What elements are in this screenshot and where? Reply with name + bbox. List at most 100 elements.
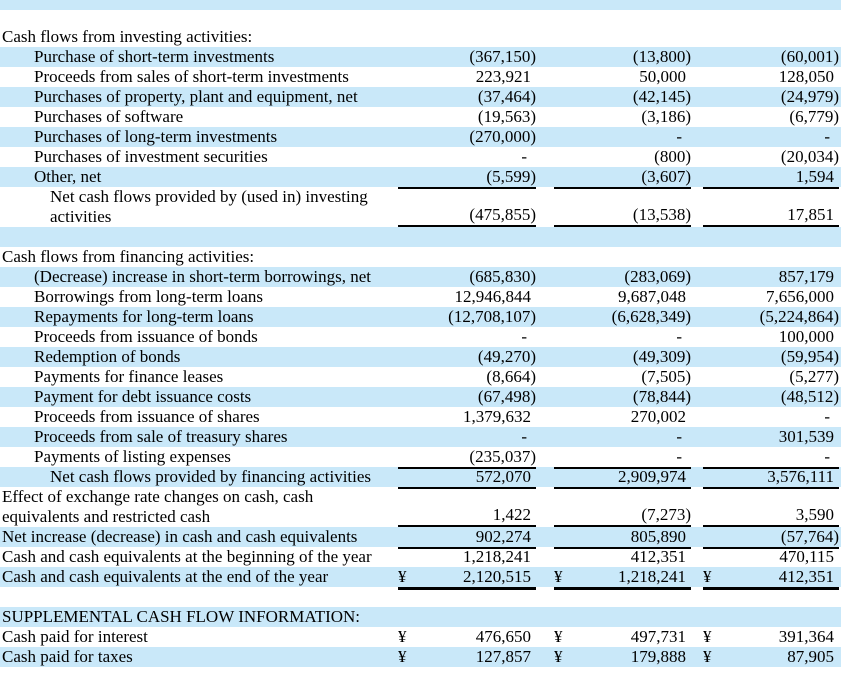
row-label: Cash paid for interest (2, 627, 148, 646)
row-label: Other, net (34, 167, 102, 186)
row-label: Purchase of short-term investments (34, 47, 275, 66)
row-label: Repayments for long-term loans (34, 307, 254, 326)
cell-value: (367,150) (469, 47, 536, 66)
row-value-col2 (554, 10, 691, 27)
row-value-col3: (48,512) (703, 387, 839, 407)
yen-currency-symbol: ¥ (398, 567, 407, 586)
yen-currency-symbol: ¥ (554, 647, 563, 666)
cell-value: (6,628,349) (611, 307, 691, 326)
table-row: Net increase (decrease) in cash and cash… (0, 527, 841, 549)
cell-value: 12,946,844 (454, 287, 532, 306)
cell-value: (49,309) (632, 347, 691, 366)
cell-value: 2,120,515 (463, 567, 531, 586)
cell-value: 17,851 (787, 205, 834, 224)
cell-value: 902,274 (475, 527, 531, 546)
row-label: Purchases of property, plant and equipme… (34, 87, 358, 106)
row-value-col2 (554, 27, 691, 47)
row-value-col2: ¥1,218,241 (554, 567, 691, 590)
cell-value: 7,656,000 (766, 287, 834, 306)
cell-value: - (676, 327, 682, 346)
row-value-col1: - (398, 427, 536, 447)
table-row: Purchases of software (19,563) (3,186) (6,7… (0, 107, 841, 127)
row-label: Net cash flows provided by (used in) inv… (50, 187, 368, 226)
row-value-col3 (703, 587, 839, 607)
cell-value: 50,000 (639, 67, 686, 86)
table-row: Cash paid for interest ¥476,650 ¥497,731 ¥3… (0, 627, 841, 647)
cell-value: - (521, 327, 527, 346)
row-value-col1: ¥2,120,515 (398, 567, 536, 590)
table-row (0, 10, 841, 27)
table-row: Purchases of long-term investments (270,0… (0, 127, 841, 147)
yen-currency-symbol: ¥ (398, 647, 407, 666)
row-value-col3: (6,779) (703, 107, 839, 127)
row-value-col3: 100,000 (703, 327, 839, 347)
row-value-col2: 412,351 (554, 547, 691, 567)
cell-value: 1,594 (795, 167, 834, 186)
row-value-col3 (703, 607, 839, 627)
table-row: Cash and cash equivalents at the beginni… (0, 547, 841, 567)
row-value-col1: 572,070 (398, 467, 536, 489)
row-value-col2 (554, 247, 691, 267)
cell-value: - (824, 127, 830, 146)
table-row: Cash flows from investing activities: (0, 27, 841, 47)
cell-value: (3,186) (641, 107, 691, 126)
row-value-col3: (20,034) (703, 147, 839, 167)
cell-value: 2,909,974 (618, 467, 686, 486)
table-row: Cash and cash equivalents at the end of … (0, 567, 841, 590)
row-value-col2: (800) (554, 147, 691, 167)
yen-currency-symbol: ¥ (703, 647, 712, 666)
row-value-col3: (5,224,864) (703, 307, 839, 327)
row-value-col2: - (554, 447, 691, 469)
row-value-col3 (703, 247, 839, 267)
row-label: Redemption of bonds (34, 347, 181, 366)
table-row (0, 587, 841, 607)
row-value-col2: (283,069) (554, 267, 691, 287)
table-row: Purchases of investment securities - (800)… (0, 147, 841, 167)
cell-value: (5,599) (486, 167, 536, 186)
cell-value: 301,539 (778, 427, 834, 446)
row-label (0, 0, 398, 10)
row-value-col1: (685,830) (398, 267, 536, 287)
cell-value: (13,538) (632, 205, 691, 224)
cell-value: (37,464) (477, 87, 536, 106)
cell-value: 1,218,241 (463, 547, 531, 566)
cell-value: (5,224,864) (759, 307, 839, 326)
row-label (0, 587, 398, 607)
row-label: (Decrease) increase in short-term borrow… (34, 267, 372, 286)
row-label: Proceeds from sales of short-term invest… (34, 67, 349, 86)
table-row: Net cash flows provided by financing act… (0, 467, 841, 489)
row-value-col1 (398, 247, 536, 267)
row-value-col1: - (398, 327, 536, 347)
table-row: Redemption of bonds (49,270) (49,309) (59,9… (0, 347, 841, 367)
row-value-col3: ¥412,351 (703, 567, 839, 590)
row-value-col2: (7,505) (554, 367, 691, 387)
cell-value: (67,498) (477, 387, 536, 406)
cell-value: 497,731 (630, 627, 686, 646)
row-value-col1: 1,379,632 (398, 407, 536, 427)
row-value-col1: (235,037) (398, 447, 536, 469)
cell-value: (283,069) (624, 267, 691, 286)
row-value-col2: 9,687,048 (554, 287, 691, 307)
row-label: Payment for debt issuance costs (34, 387, 252, 406)
row-value-col2: 270,002 (554, 407, 691, 427)
cell-value: - (824, 407, 830, 426)
row-label: Purchases of long-term investments (34, 127, 278, 146)
cell-value: (24,979) (780, 87, 839, 106)
row-value-col2: 50,000 (554, 67, 691, 87)
cell-value: - (824, 447, 830, 466)
table-row: Purchase of short-term investments (367,1… (0, 47, 841, 67)
cell-value: - (676, 427, 682, 446)
table-row: Proceeds from sales of short-term invest… (0, 67, 841, 87)
table-row: Cash paid for taxes ¥127,857 ¥179,888 ¥87,9… (0, 647, 841, 667)
yen-currency-symbol: ¥ (398, 627, 407, 646)
cell-value: (8,664) (486, 367, 536, 386)
row-value-col1: ¥476,650 (398, 627, 536, 647)
row-value-col2: 2,909,974 (554, 467, 691, 489)
table-row: Payments for finance leases (8,664) (7,505… (0, 367, 841, 387)
cell-value: (78,844) (632, 387, 691, 406)
row-label: Purchases of investment securities (34, 147, 268, 166)
cell-value: - (676, 447, 682, 466)
cell-value: - (676, 127, 682, 146)
row-value-col3 (703, 0, 839, 10)
row-value-col3: (24,979) (703, 87, 839, 107)
